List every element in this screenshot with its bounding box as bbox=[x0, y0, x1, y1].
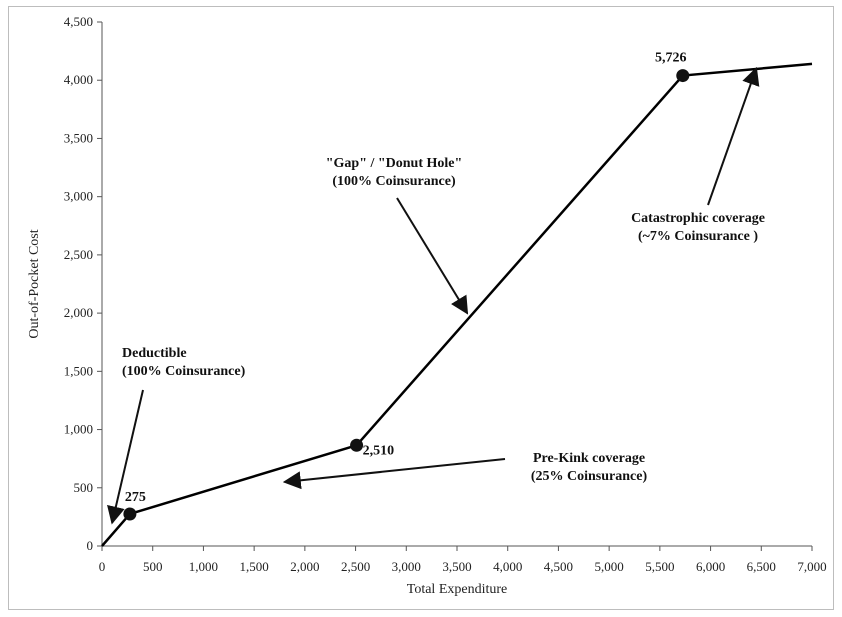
y-axis-title: Out-of-Pocket Cost bbox=[27, 229, 42, 338]
annotation-arrow bbox=[107, 389, 144, 525]
series bbox=[101, 62, 813, 547]
y-tick-label: 2,500 bbox=[64, 247, 93, 262]
kink-points: 275 2,510 5,726 bbox=[123, 51, 690, 521]
annotation-text: Deductible bbox=[122, 346, 187, 361]
annotation-arrow bbox=[282, 458, 506, 490]
annotation-text: (25% Coinsurance) bbox=[531, 469, 648, 484]
annotation-text: Pre-Kink coverage bbox=[533, 451, 645, 466]
y-tick-label: 0 bbox=[87, 538, 94, 553]
annotation: Deductible (100% Coinsurance) bbox=[107, 346, 246, 525]
x-tick-label: 2,000 bbox=[290, 559, 319, 574]
x-tick-label: 4,000 bbox=[493, 559, 522, 574]
annotation-text: Catastrophic coverage bbox=[631, 211, 765, 226]
y-tick-label: 3,500 bbox=[64, 130, 93, 145]
x-tick-label: 1,000 bbox=[189, 559, 218, 574]
x-tick-label: 5,500 bbox=[645, 559, 674, 574]
y-tick-label: 500 bbox=[74, 480, 94, 495]
x-ticks: 0 500 1,000 1,500 2,000 2,500 3,000 3,500 4,000 4… bbox=[99, 546, 827, 574]
x-tick-label: 3,500 bbox=[442, 559, 471, 574]
y-tick-label: 3,000 bbox=[64, 189, 93, 204]
annotation-text: "Gap" / "Donut Hole" bbox=[326, 156, 463, 171]
x-axis-title: Total Expenditure bbox=[407, 582, 508, 597]
x-tick-label: 6,000 bbox=[696, 559, 725, 574]
kink-point-marker bbox=[350, 438, 364, 452]
kink-point-label: 2,510 bbox=[363, 443, 395, 458]
x-tick-label: 500 bbox=[143, 559, 163, 574]
x-tick-label: 7,000 bbox=[797, 559, 826, 574]
y-tick-label: 1,000 bbox=[64, 422, 93, 437]
kink-point-marker bbox=[123, 507, 137, 521]
x-tick-label: 0 bbox=[99, 559, 106, 574]
annotation: Pre-Kink coverage (25% Coinsurance) bbox=[282, 451, 648, 490]
annotation-arrow bbox=[707, 66, 760, 206]
x-tick-label: 4,500 bbox=[544, 559, 573, 574]
annotation-text: (100% Coinsurance) bbox=[122, 364, 246, 379]
annotation: Catastrophic coverage (~7% Coinsurance ) bbox=[631, 66, 765, 244]
y-tick-label: 4,000 bbox=[64, 72, 93, 87]
y-tick-label: 1,500 bbox=[64, 363, 93, 378]
axes bbox=[101, 22, 812, 547]
kink-point-marker bbox=[676, 69, 690, 83]
x-tick-label: 6,500 bbox=[747, 559, 776, 574]
y-tick-label: 2,000 bbox=[64, 305, 93, 320]
annotations: Deductible(100% Coinsurance)"Gap" / "Don… bbox=[107, 66, 765, 525]
x-tick-label: 2,500 bbox=[341, 559, 370, 574]
x-tick-label: 3,000 bbox=[392, 559, 421, 574]
annotation-text: (~7% Coinsurance ) bbox=[638, 229, 758, 244]
y-tick-label: 4,500 bbox=[64, 14, 93, 29]
kink-point-label: 275 bbox=[125, 490, 146, 505]
chart-frame bbox=[8, 6, 834, 610]
annotation-text: (100% Coinsurance) bbox=[332, 174, 456, 189]
annotation: "Gap" / "Donut Hole" (100% Coinsurance) bbox=[326, 156, 469, 315]
kink-point-label: 5,726 bbox=[655, 51, 687, 66]
x-tick-label: 1,500 bbox=[240, 559, 269, 574]
series-line bbox=[101, 62, 813, 547]
x-tick-label: 5,000 bbox=[595, 559, 624, 574]
y-ticks: 0 500 1,000 1,500 2,000 2,500 3,000 3,500 4,000 4… bbox=[64, 14, 102, 553]
annotation-arrow bbox=[396, 197, 469, 315]
